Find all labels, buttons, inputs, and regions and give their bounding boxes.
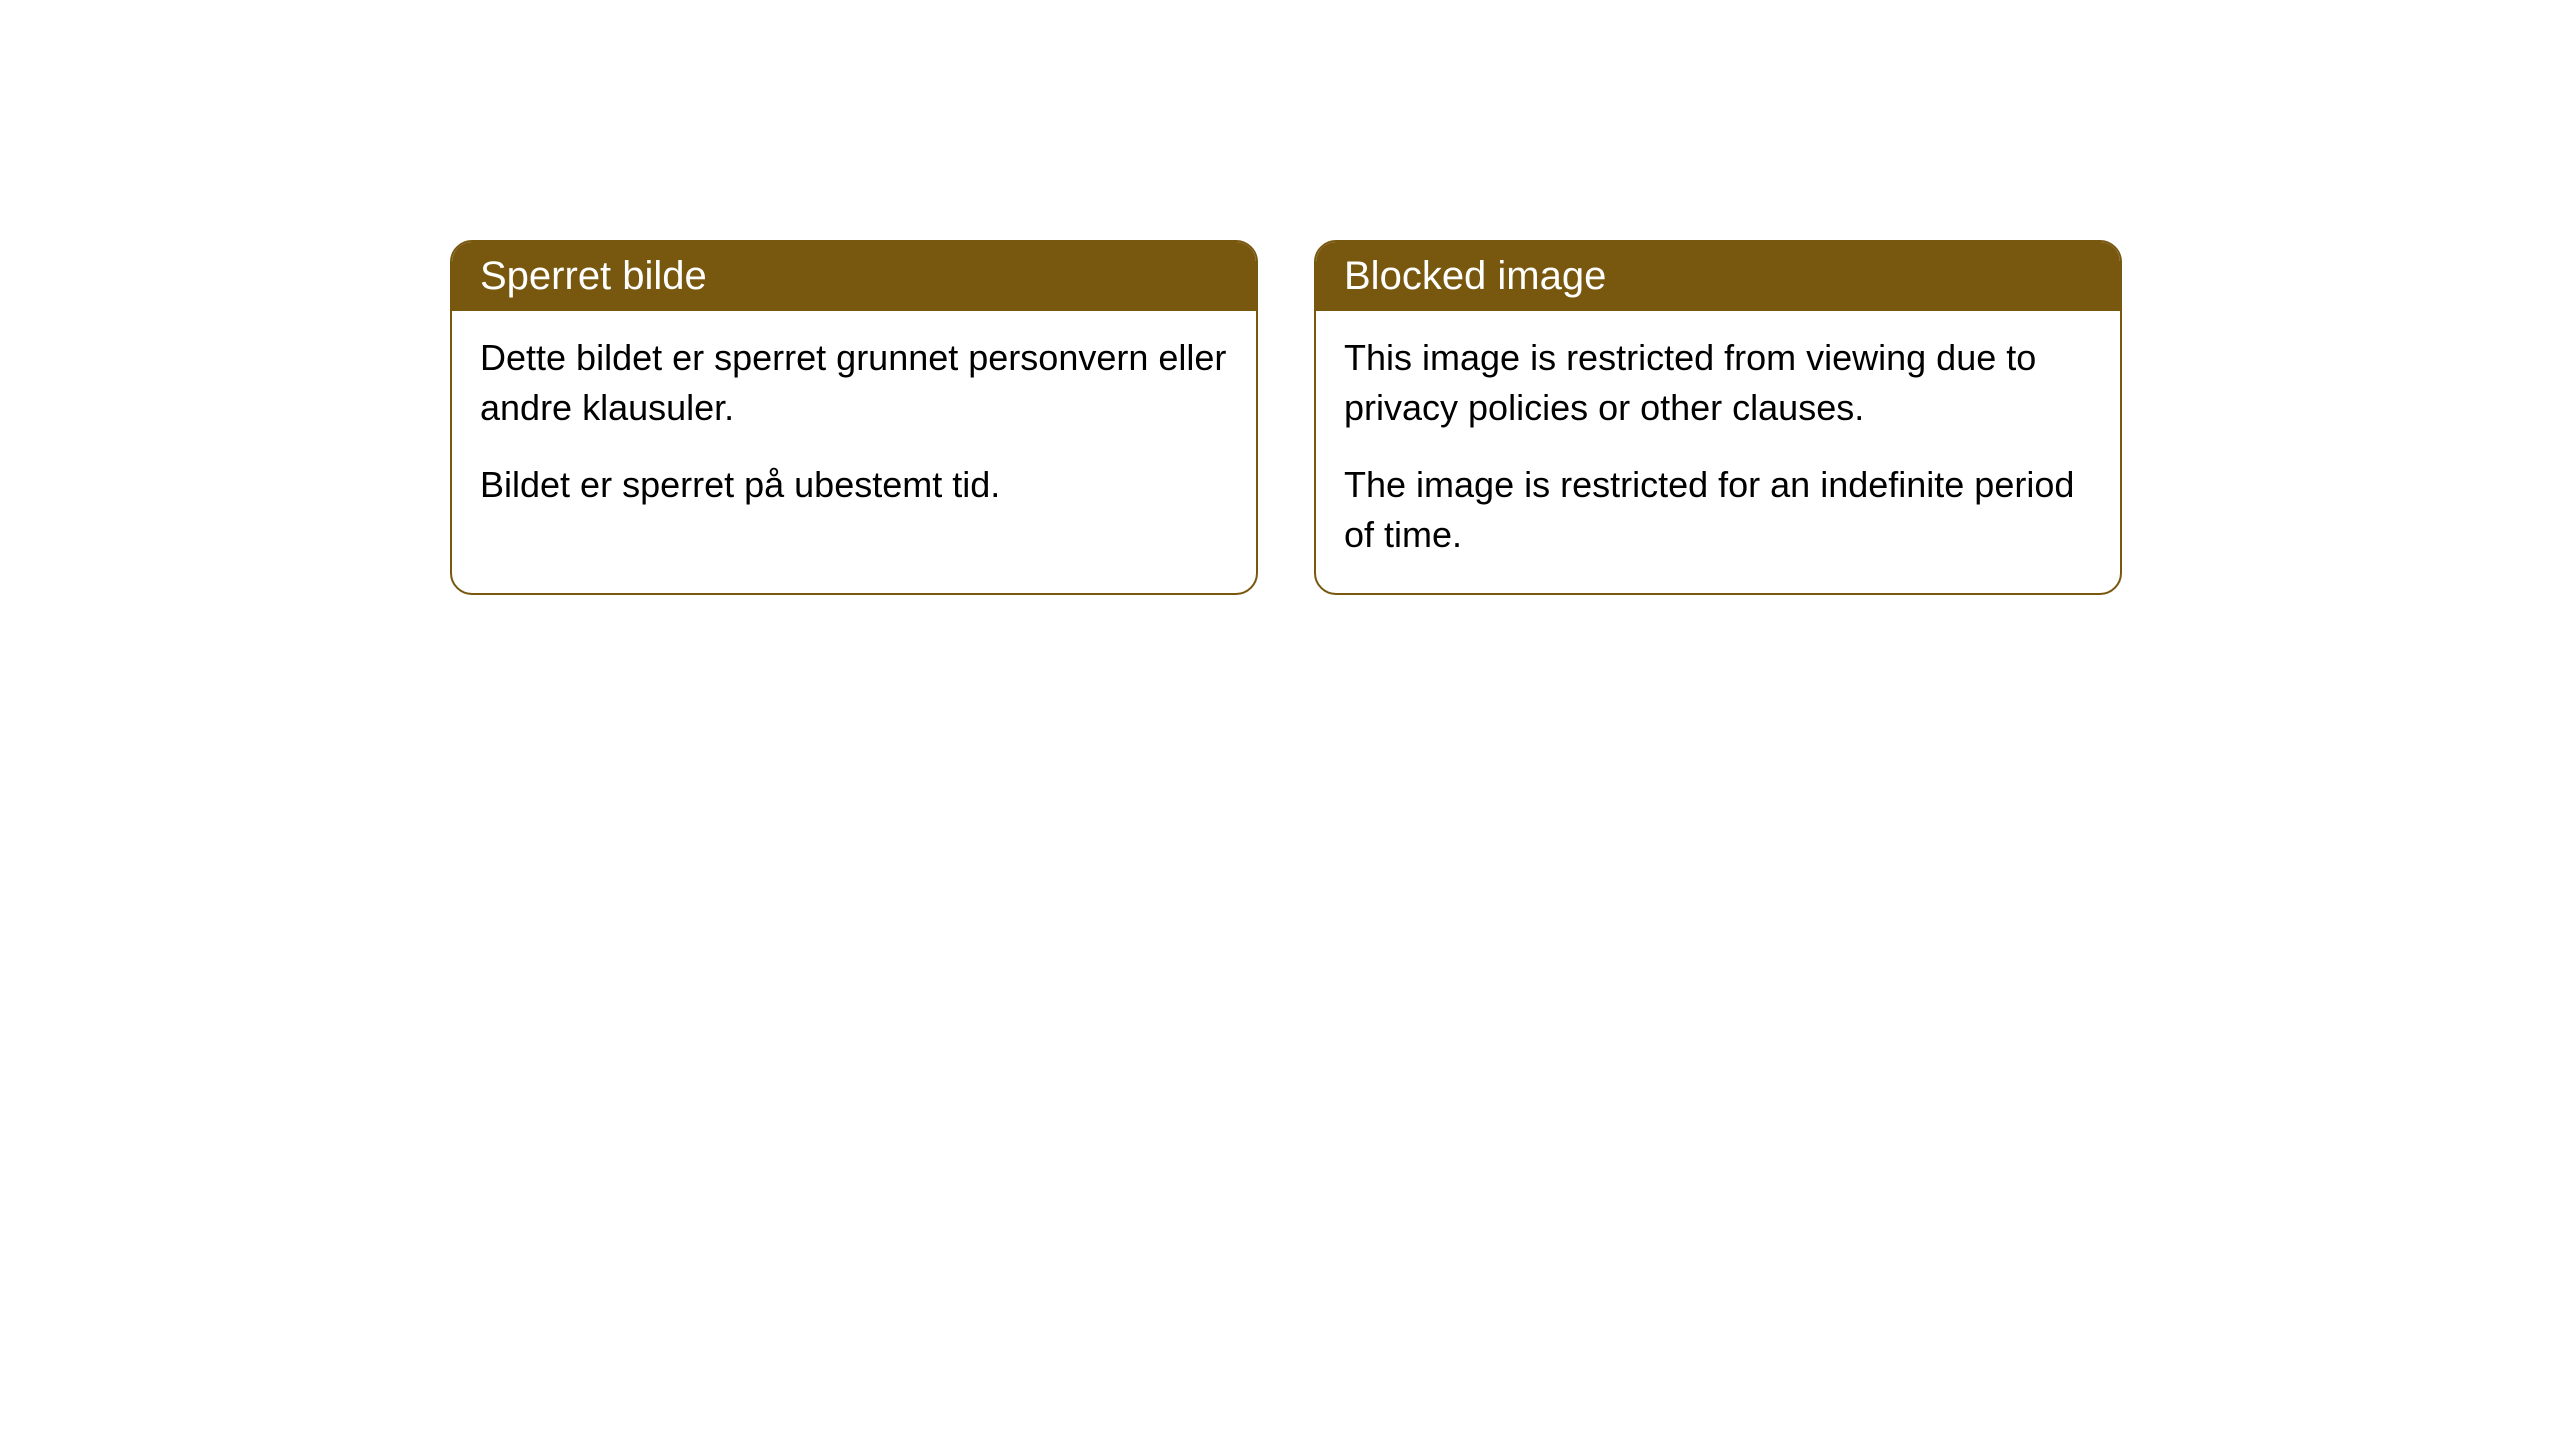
card-paragraph: The image is restricted for an indefinit… [1344,460,2092,561]
card-header-english: Blocked image [1316,242,2120,311]
card-paragraph: This image is restricted from viewing du… [1344,333,2092,434]
blocked-image-card-english: Blocked image This image is restricted f… [1314,240,2122,595]
card-title: Blocked image [1344,254,1606,298]
card-paragraph: Dette bildet er sperret grunnet personve… [480,333,1228,434]
blocked-image-card-norwegian: Sperret bilde Dette bildet er sperret gr… [450,240,1258,595]
card-title: Sperret bilde [480,254,707,298]
card-body-english: This image is restricted from viewing du… [1316,311,2120,593]
card-header-norwegian: Sperret bilde [452,242,1256,311]
card-paragraph: Bildet er sperret på ubestemt tid. [480,460,1228,510]
notice-cards-container: Sperret bilde Dette bildet er sperret gr… [450,240,2560,595]
card-body-norwegian: Dette bildet er sperret grunnet personve… [452,311,1256,542]
